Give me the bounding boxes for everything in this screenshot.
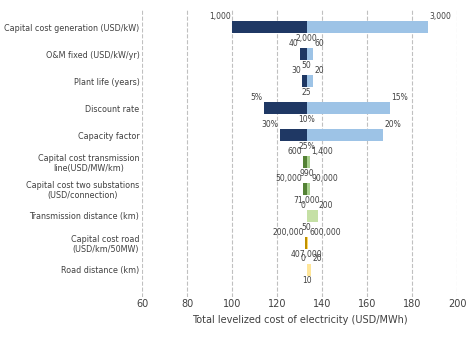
Text: 10%: 10%	[298, 115, 315, 124]
Text: 5%: 5%	[251, 93, 263, 102]
Bar	[307, 129, 383, 141]
Bar	[307, 48, 313, 60]
Text: 600,000: 600,000	[310, 227, 341, 237]
Text: 25: 25	[302, 88, 311, 97]
Text: 1,400: 1,400	[311, 147, 333, 156]
Text: 3,000: 3,000	[429, 12, 451, 21]
Text: 990: 990	[299, 169, 314, 178]
Text: 50,000: 50,000	[275, 174, 302, 183]
Bar	[307, 156, 310, 168]
Bar	[307, 183, 310, 195]
Bar	[232, 21, 307, 34]
Bar	[307, 237, 309, 249]
Text: 200: 200	[319, 201, 333, 210]
Text: 10: 10	[302, 276, 311, 285]
Bar	[307, 75, 313, 87]
Text: 71,000: 71,000	[293, 196, 320, 205]
Bar	[264, 102, 307, 114]
Bar	[303, 156, 307, 168]
Text: 20: 20	[314, 66, 324, 75]
Text: 15%: 15%	[391, 93, 408, 102]
Bar	[302, 75, 307, 87]
Text: 0: 0	[301, 201, 305, 210]
Text: 1,000: 1,000	[210, 12, 231, 21]
Bar	[280, 129, 307, 141]
Text: 25%: 25%	[298, 142, 315, 151]
Text: 407,000: 407,000	[291, 249, 322, 259]
Bar	[303, 183, 307, 195]
Text: 20%: 20%	[384, 120, 401, 129]
Text: 30%: 30%	[262, 120, 278, 129]
Text: 0: 0	[301, 255, 305, 263]
Text: 30: 30	[291, 66, 301, 75]
Text: 40: 40	[289, 39, 299, 48]
X-axis label: Total levelized cost of electricity (USD/MWh): Total levelized cost of electricity (USD…	[192, 315, 408, 325]
Text: 50: 50	[301, 61, 311, 70]
Text: 20: 20	[312, 255, 322, 263]
Text: 200,000: 200,000	[273, 227, 304, 237]
Bar	[305, 237, 307, 249]
Bar	[307, 21, 428, 34]
Text: 50: 50	[301, 223, 311, 232]
Bar	[300, 48, 307, 60]
Text: 600: 600	[287, 147, 302, 156]
Text: 60: 60	[314, 39, 324, 48]
Bar	[307, 102, 390, 114]
Text: 90,000: 90,000	[311, 174, 338, 183]
Bar	[307, 264, 311, 276]
Text: 2,000: 2,000	[296, 34, 318, 43]
Bar	[307, 210, 318, 222]
